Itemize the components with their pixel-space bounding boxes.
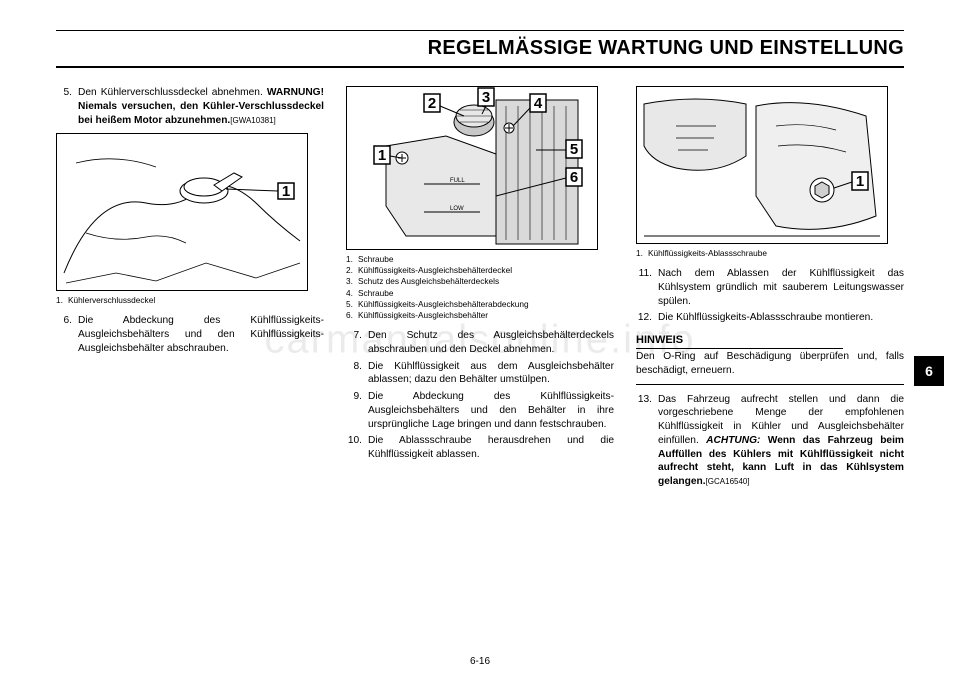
list-number: 9. — [346, 390, 368, 431]
list-body: Die Kühlflüssigkeit aus dem Ausgleichsbe… — [368, 360, 614, 388]
ref-code: [GWA10381] — [230, 116, 276, 125]
ref-code: [GCA16540] — [706, 477, 750, 486]
list-number: 7. — [346, 329, 368, 357]
figure-drain-bolt: 1 — [636, 86, 904, 244]
legend-item: 1. Kühlerverschlussdeckel — [56, 295, 324, 306]
list-item: 6. Die Abdeckung des Kühlflüssigkeits-Au… — [56, 314, 324, 355]
hinweis-title: HINWEIS — [636, 333, 843, 349]
list-item: 13. Das Fahrzeug aufrecht stellen und da… — [636, 393, 904, 489]
legend-text: Schutz des Ausgleichsbehälterdeckels — [358, 276, 499, 287]
list-number: 13. — [636, 393, 658, 489]
legend-num: 3. — [346, 276, 358, 287]
list-body: Die Abdeckung des Kühlflüssigkeits-Ausgl… — [78, 314, 324, 355]
legend-text: Kühlflüssigkeits-Ausgleichsbehälter — [358, 310, 488, 321]
legend-num: 5. — [346, 299, 358, 310]
section-tab: 6 — [914, 356, 944, 386]
page-title: REGELMÄSSIGE WARTUNG UND EINSTELLUNG — [56, 30, 904, 68]
legend-text: Kühlflüssigkeits-Ablassschraube — [648, 248, 767, 259]
low-label: LOW — [450, 206, 464, 212]
figure-legend: 1. Kühlerverschlussdeckel — [56, 295, 324, 306]
hinweis-text: Den O-Ring auf Beschädigung überprüfen u… — [636, 350, 904, 378]
legend-num: 1. — [56, 295, 68, 306]
callout: 5 — [570, 141, 578, 158]
callout: 6 — [570, 169, 578, 186]
callout: 1 — [378, 147, 386, 164]
figure-legend: 1.Kühlflüssigkeits-Ablassschraube — [636, 248, 904, 259]
page-number: 6-16 — [0, 656, 960, 667]
list-body: Den Kühlerverschlussdeckel abnehmen. WAR… — [78, 86, 324, 127]
list-body: Das Fahrzeug aufrecht stellen und dann d… — [658, 393, 904, 489]
column-2: FULL LOW 1 2 3 — [346, 86, 614, 492]
list-body: Den Schutz des Ausgleichsbehälterdeckels… — [368, 329, 614, 357]
legend-text: Schraube — [358, 254, 394, 265]
text: Den Kühlerverschlussdeckel abnehmen. — [78, 87, 267, 98]
callout: 1 — [856, 173, 864, 190]
legend-num: 2. — [346, 265, 358, 276]
list-number: 11. — [636, 267, 658, 308]
callout: 2 — [428, 95, 436, 112]
legend-num: 4. — [346, 288, 358, 299]
callout: 3 — [482, 89, 490, 106]
figure-radiator-cap: 1 — [56, 133, 324, 291]
figure-legend: 1.Schraube 2.Kühlflüssigkeits-Ausgleichs… — [346, 254, 614, 321]
callout: 4 — [534, 95, 543, 112]
list-number: 10. — [346, 434, 368, 462]
legend-text: Kühlerverschlussdeckel — [68, 295, 155, 306]
legend-num: 1. — [346, 254, 358, 265]
column-3: 1 1.Kühlflüssigkeits-Ablassschraube 11.N… — [636, 86, 904, 492]
legend-text: Kühlflüssigkeits-Ausgleichsbehälterabdec… — [358, 299, 529, 310]
callout-1: 1 — [282, 183, 290, 200]
achtung-label: ACHTUNG: — [706, 435, 760, 446]
list-body: Die Kühlflüssigkeits-Ablassschraube mont… — [658, 311, 904, 325]
legend-num: 6. — [346, 310, 358, 321]
legend-num: 1. — [636, 248, 648, 259]
full-label: FULL — [450, 178, 465, 184]
legend-text: Schraube — [358, 288, 394, 299]
list-body: Nach dem Ablassen der Kühlflüssigkeit da… — [658, 267, 904, 308]
content-columns: 5. Den Kühlerverschlussdeckel abnehmen. … — [56, 86, 904, 492]
list-number: 6. — [56, 314, 78, 355]
legend-text: Kühlflüssigkeits-Ausgleichsbehälterdecke… — [358, 265, 512, 276]
list-item: 5. Den Kühlerverschlussdeckel abnehmen. … — [56, 86, 324, 127]
list-number: 5. — [56, 86, 78, 127]
list-number: 8. — [346, 360, 368, 388]
list-body: Die Abdeckung des Kühlflüssigkeits-Ausgl… — [368, 390, 614, 431]
list-body: Die Ablassschraube herausdrehen und die … — [368, 434, 614, 462]
column-1: 5. Den Kühlerverschlussdeckel abnehmen. … — [56, 86, 324, 492]
figure-reservoir: FULL LOW 1 2 3 — [346, 86, 614, 250]
list-number: 12. — [636, 311, 658, 325]
figure-frame — [57, 134, 308, 291]
hinweis-block: HINWEIS Den O-Ring auf Beschädigung über… — [636, 329, 904, 384]
